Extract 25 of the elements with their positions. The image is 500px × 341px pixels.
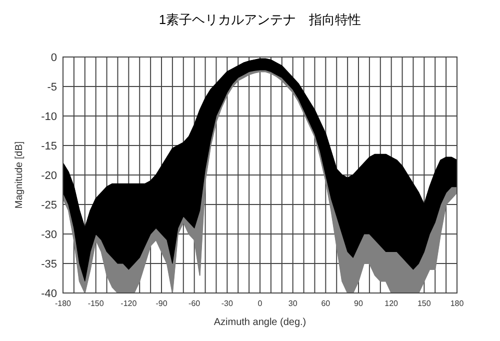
- x-tick-label: -90: [156, 299, 168, 308]
- y-axis-title: Magnitude [dB]: [14, 141, 25, 209]
- y-tick-label: -15: [41, 140, 57, 152]
- x-tick-label: -120: [120, 299, 138, 308]
- x-tick-label: 30: [288, 299, 298, 308]
- y-tick-label: -40: [41, 288, 57, 300]
- x-tick-label: -30: [221, 299, 234, 308]
- x-tick-label: 90: [354, 299, 364, 308]
- y-tick-label: -5: [47, 82, 57, 94]
- x-axis-title: Azimuth angle (deg.): [214, 317, 306, 328]
- x-tick-label: 120: [384, 299, 399, 308]
- x-tick-label: -60: [188, 299, 201, 308]
- x-tick-label: -150: [88, 299, 104, 308]
- x-tick-label: -180: [54, 299, 72, 308]
- y-tick-label: 0: [50, 52, 57, 64]
- y-tick-label: -25: [41, 200, 57, 212]
- y-tick-label: -35: [41, 258, 57, 270]
- chart-title: 1素子ヘリカルアンテナ 指向特性: [158, 12, 362, 27]
- y-tick-label: -20: [41, 170, 57, 182]
- x-tick-label: 60: [321, 299, 331, 308]
- y-tick-label: -30: [41, 229, 57, 241]
- x-tick-label: 150: [417, 299, 432, 308]
- x-tick-label: 180: [450, 299, 464, 308]
- y-tick-label: -10: [41, 111, 57, 123]
- x-tick-label: 0: [258, 299, 263, 308]
